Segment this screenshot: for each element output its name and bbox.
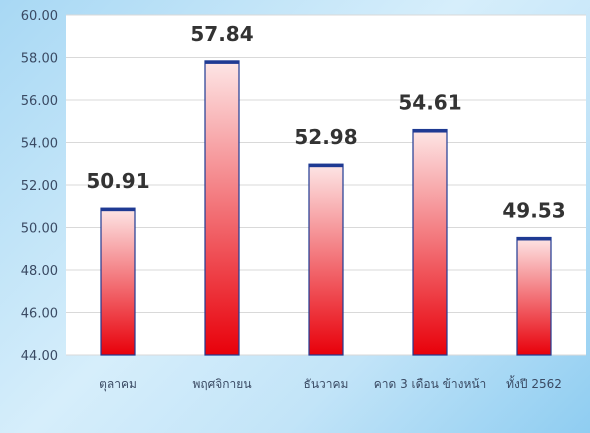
bar-cap <box>517 237 551 241</box>
data-labels: 50.91 57.84 52.98 54.61 49.53 <box>86 22 565 223</box>
data-label: 54.61 <box>398 91 461 115</box>
y-axis-ticks: 44.00 46.00 48.00 50.00 52.00 54.00 56.00 58.00… <box>21 9 58 364</box>
y-tick-label: 44.00 <box>21 349 58 364</box>
category-label: พฤศจิกายน <box>192 377 251 391</box>
category-label: ทั้งปี 2562 <box>506 375 562 391</box>
y-tick-label: 48.00 <box>21 264 58 279</box>
y-tick-label: 58.00 <box>21 52 58 67</box>
bar-cap <box>309 164 343 168</box>
category-labels: ตุลาคม พฤศจิกายน ธันวาคม คาด 3 เดือน ข้างหน… <box>99 375 562 392</box>
y-tick-label: 54.00 <box>21 137 58 152</box>
bar-cap <box>413 129 447 133</box>
bar-cap <box>101 208 135 212</box>
y-tick-label: 46.00 <box>21 307 58 322</box>
bar <box>100 207 136 356</box>
data-label: 57.84 <box>190 22 253 46</box>
data-label: 49.53 <box>502 198 565 222</box>
bar <box>204 60 240 356</box>
bar <box>308 163 344 356</box>
bar <box>516 236 552 356</box>
y-tick-label: 56.00 <box>21 94 58 109</box>
y-tick-label: 52.00 <box>21 179 58 194</box>
bars <box>100 60 552 356</box>
data-label: 52.98 <box>294 125 357 149</box>
bar-cap <box>205 60 239 64</box>
category-label: ตุลาคม <box>99 377 137 392</box>
y-tick-label: 50.00 <box>21 222 58 237</box>
y-tick-label: 60.00 <box>21 9 58 24</box>
category-label: คาด 3 เดือน ข้างหน้า <box>374 377 487 391</box>
category-label: ธันวาคม <box>304 377 349 391</box>
data-label: 50.91 <box>86 169 149 193</box>
bar <box>412 128 448 356</box>
